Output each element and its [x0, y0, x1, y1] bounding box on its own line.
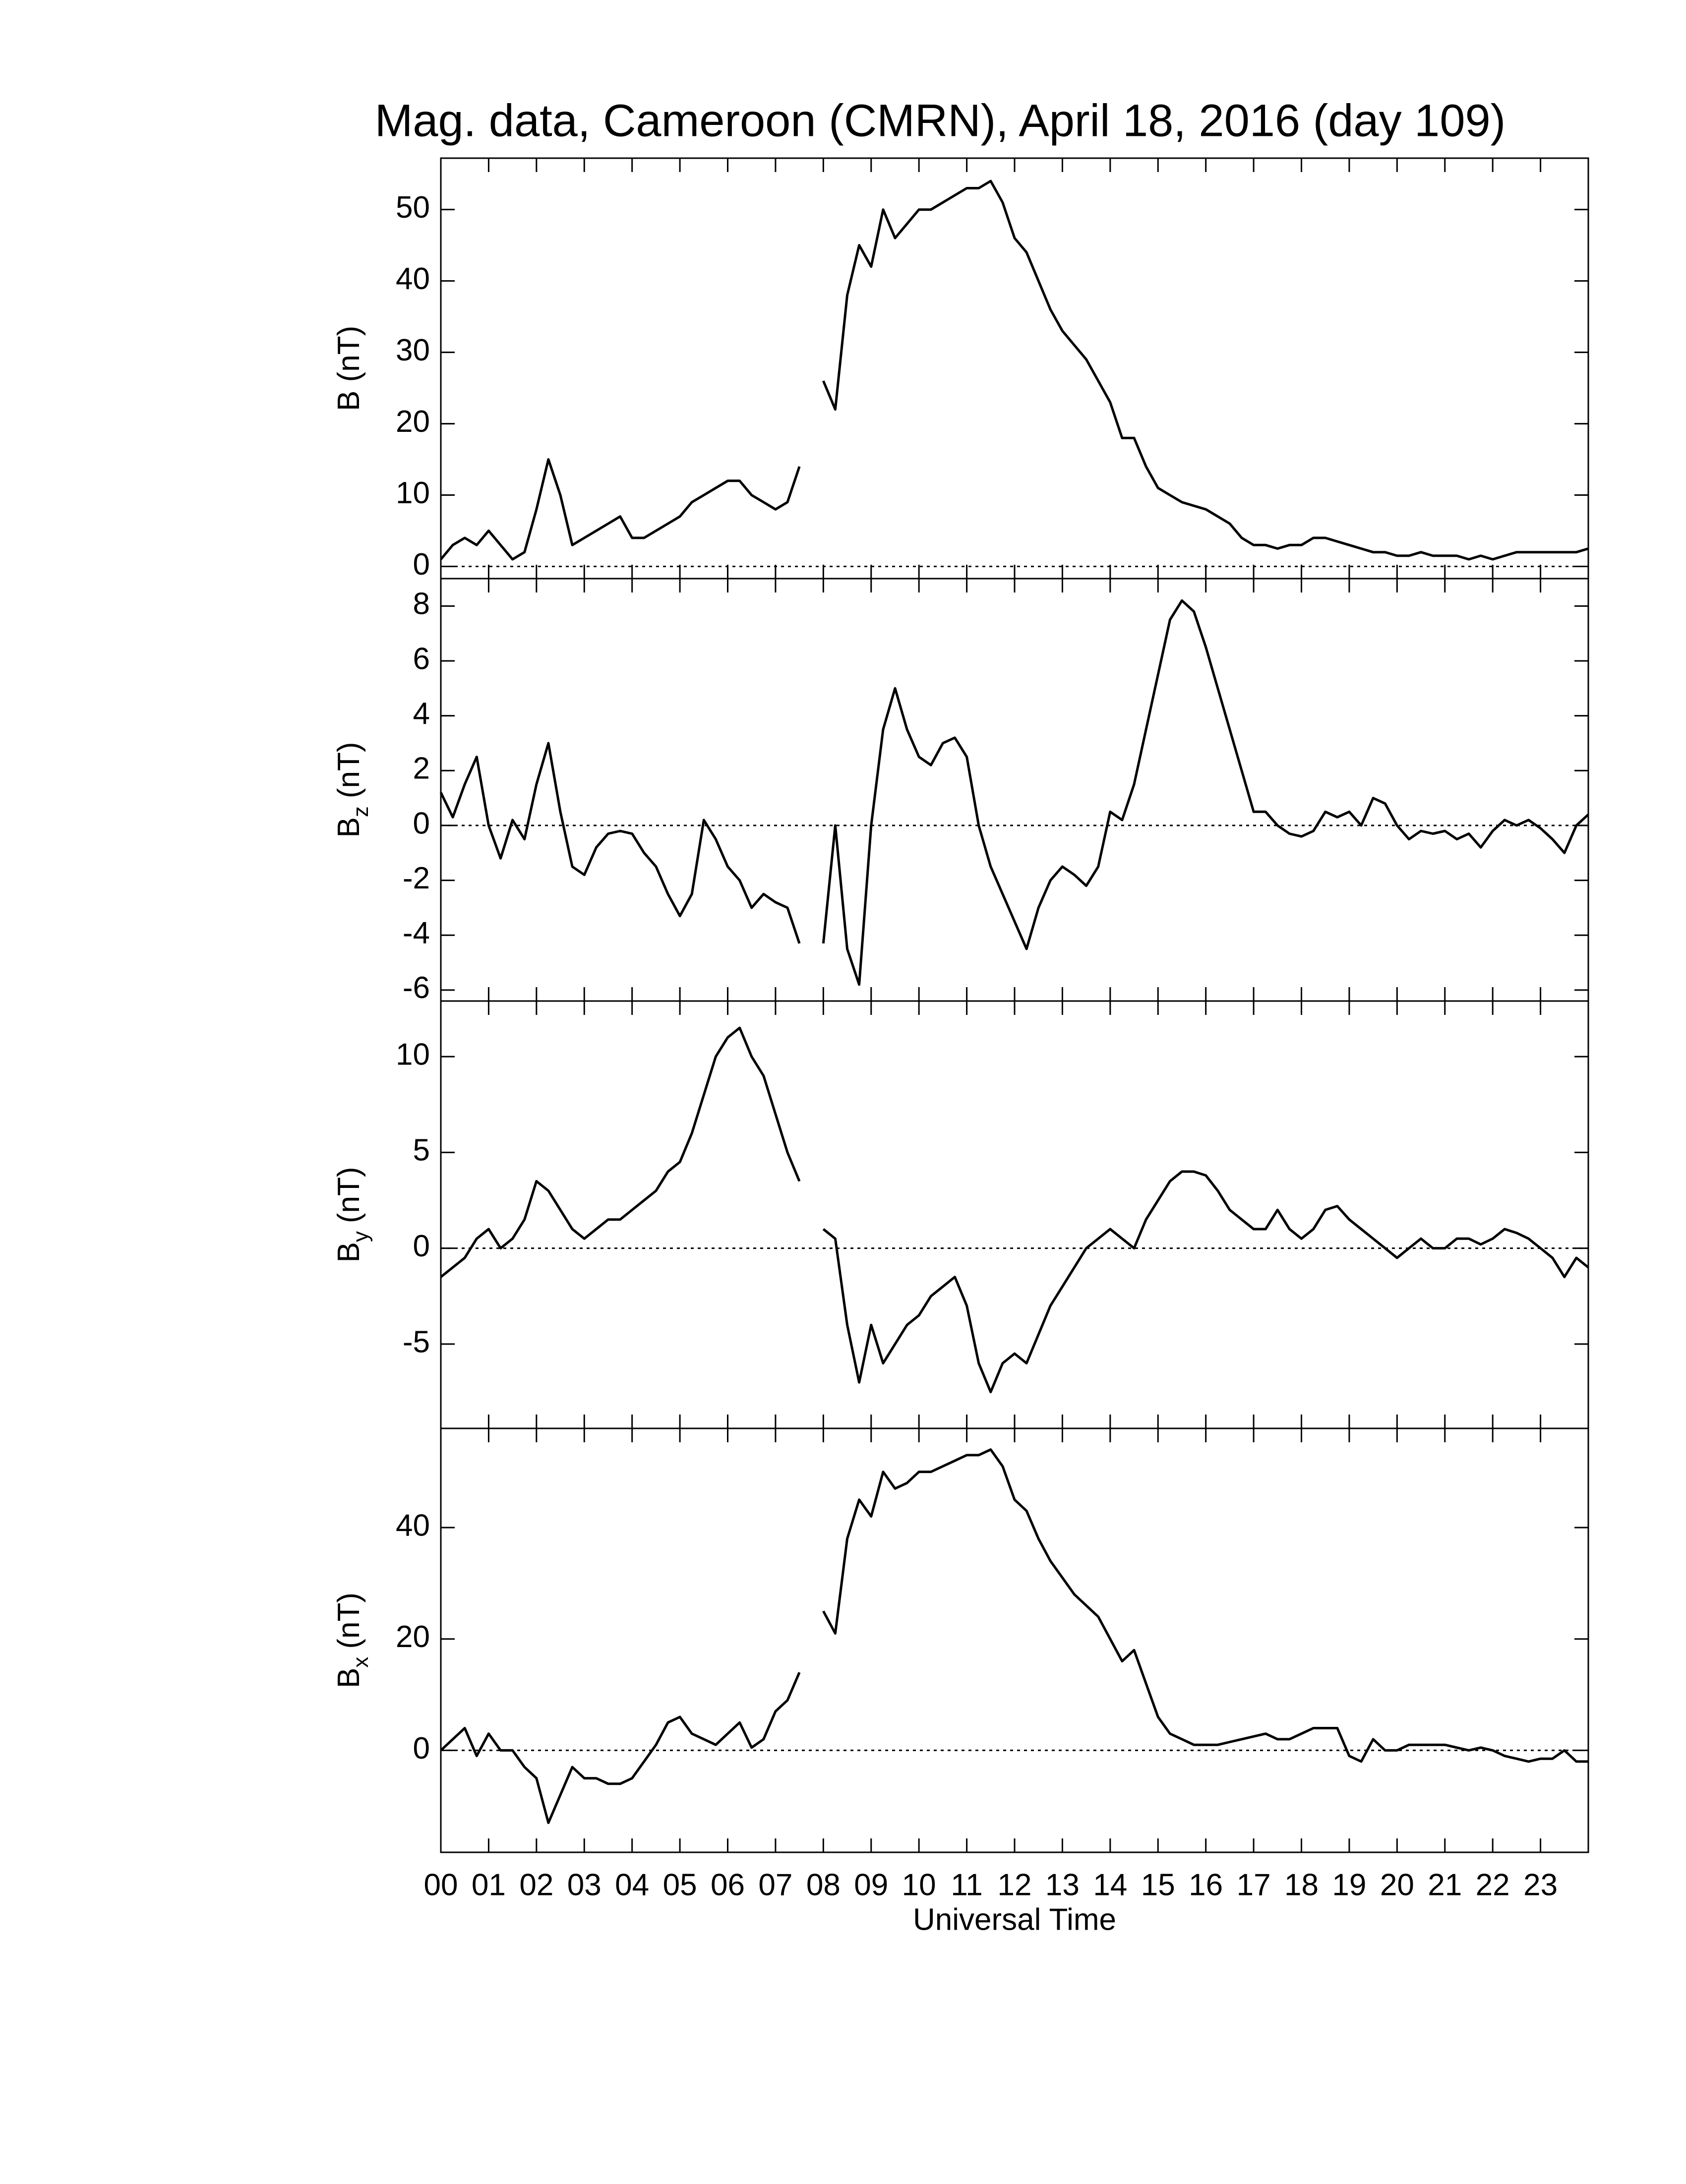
x-tick-label: 19 [1332, 1868, 1366, 1902]
x-tick-label: 13 [1045, 1868, 1080, 1902]
y-tick-label: 4 [413, 697, 430, 731]
y-tick-label: 6 [413, 642, 430, 676]
y-axis-label-unit: (nT) [332, 1593, 366, 1649]
y-tick-label: 40 [396, 1508, 430, 1542]
plot-frame [440, 1427, 1589, 1853]
y-axis-label: Bx (nT) [332, 1593, 372, 1688]
y-tick-label: 0 [413, 547, 430, 582]
y-tick-label: 0 [413, 806, 430, 840]
y-tick-label: 2 [413, 752, 430, 786]
y-tick-label: -2 [403, 861, 430, 895]
y-axis-label: By (nT) [332, 1167, 372, 1262]
y-tick-label: 8 [413, 587, 430, 621]
chart-title: Mag. data, Cameroon (CMRN), April 18, 20… [375, 95, 1506, 146]
x-tick-label: 11 [951, 1868, 982, 1902]
y-tick-label: 20 [396, 405, 430, 439]
y-axis-label-unit: (nT) [332, 1167, 366, 1223]
x-axis-label: Universal Time [913, 1902, 1116, 1937]
y-tick-label: 30 [396, 333, 430, 367]
y-axis-label-base: B [332, 1242, 366, 1262]
x-tick-label: 03 [567, 1868, 602, 1902]
plot-frame [440, 1000, 1589, 1429]
x-tick-label: 17 [1237, 1868, 1271, 1902]
x-tick-label: 23 [1523, 1868, 1558, 1902]
x-tick-label: 08 [806, 1868, 841, 1902]
y-axis-label-sub: y [349, 1231, 373, 1242]
data-line [440, 179, 1589, 561]
data-line [439, 599, 1589, 986]
y-tick-label: 40 [396, 262, 430, 296]
y-tick-label: 50 [396, 190, 430, 225]
y-axis-label-base: B [332, 1668, 366, 1688]
x-tick-label: 22 [1476, 1868, 1510, 1902]
x-tick-label: 14 [1093, 1868, 1127, 1902]
plot-frame [440, 157, 1589, 580]
x-tick-label: 01 [472, 1868, 506, 1902]
y-tick-label: -5 [403, 1325, 430, 1359]
x-tick-label: 06 [711, 1868, 745, 1902]
y-axis-label-base: B (nT) [332, 326, 366, 411]
y-tick-label: 10 [396, 476, 430, 510]
x-tick-label: 12 [998, 1868, 1032, 1902]
y-axis-label-base: B [332, 817, 366, 837]
x-tick-label: 10 [902, 1868, 936, 1902]
x-tick-label: 15 [1141, 1868, 1175, 1902]
x-tick-label: 16 [1189, 1868, 1223, 1902]
x-tick-label: 00 [424, 1868, 458, 1902]
y-tick-label: 0 [413, 1229, 430, 1263]
y-tick-label: 10 [396, 1037, 430, 1071]
x-tick-label: 04 [615, 1868, 649, 1902]
x-tick-label: 21 [1428, 1868, 1462, 1902]
plot-frame [440, 578, 1589, 1002]
y-tick-label: 20 [396, 1620, 430, 1654]
y-axis-label: Bz (nT) [332, 742, 372, 837]
y-tick-label: 0 [413, 1731, 430, 1766]
x-tick-label: 20 [1380, 1868, 1414, 1902]
y-axis-label: B (nT) [332, 326, 366, 411]
y-axis-label-sub: x [349, 1657, 373, 1668]
x-tick-label: 02 [519, 1868, 553, 1902]
y-tick-label: -6 [403, 971, 430, 1005]
x-tick-label: 05 [663, 1868, 697, 1902]
data-line [440, 1448, 1588, 1824]
y-tick-label: -4 [403, 916, 430, 950]
x-tick-label: 18 [1284, 1868, 1319, 1902]
x-tick-label: 07 [758, 1868, 792, 1902]
x-tick-label: 09 [854, 1868, 888, 1902]
y-axis-label-unit: (nT) [332, 742, 366, 798]
y-axis-label-sub: z [349, 806, 373, 817]
data-line [440, 1026, 1589, 1394]
y-tick-label: 5 [413, 1133, 430, 1168]
